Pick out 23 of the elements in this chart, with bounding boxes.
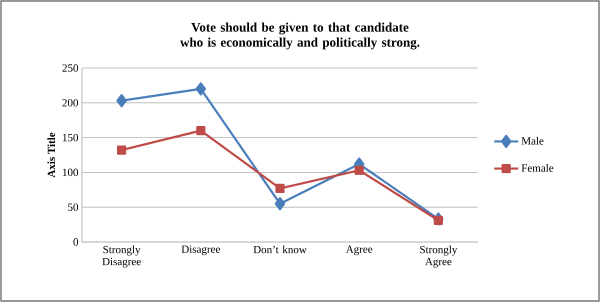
x-tick-label: Strongly Agree [420,246,458,268]
point [275,184,285,193]
chart-title: Vote should be given to that candidate who is economically and politically strong. [180,22,420,50]
legend-label: Female [522,164,554,172]
y-tick-label: 100 [62,168,78,176]
point [196,82,206,96]
y-tick-label: 0 [73,238,78,246]
x-tick-label: Strongly Disagree [102,246,141,268]
y-tick-label: 200 [62,99,78,107]
point [434,216,443,226]
y-tick-label: 50 [68,203,78,211]
x-tick-label: Agree [346,246,372,256]
point [274,197,286,210]
y-axis-title: Axis Title [47,132,56,178]
x-tick-label: Don’t know [254,246,307,254]
point [117,146,126,155]
y-tick-label: 250 [62,64,78,72]
point [116,94,127,108]
x-tick-label: Disagree [182,246,220,256]
point [354,166,364,175]
y-tick-label: 150 [62,134,78,142]
point [196,126,206,136]
legend-label: Male [522,136,544,145]
